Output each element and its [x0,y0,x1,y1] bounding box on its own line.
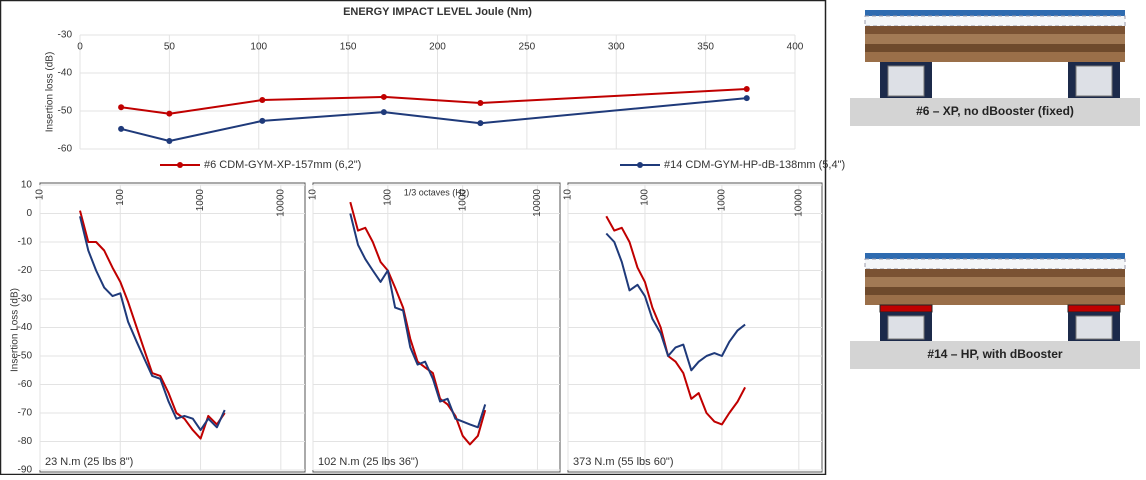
pad-core [1076,316,1112,339]
legend-label: #6 CDM-GYM-XP-157mm (6,2") [204,159,361,171]
panel-title: 23 N.m (25 lbs 8") [45,456,133,468]
y-tick-label: -20 [18,265,33,276]
y-tick-label: -40 [58,68,73,79]
series-line [606,216,745,424]
y-axis-label: Insertion Loss (dB) [10,288,21,372]
legend-marker [637,162,643,168]
series-line [121,98,747,141]
x-tick-label: 250 [519,42,536,53]
point [744,95,750,101]
panel-title: 102 N.m (25 lbs 36") [318,456,419,468]
pad-core [1076,66,1112,96]
figure: -30-40-50-60050100150200250300350400ENER… [0,0,1146,475]
pad-core [888,316,924,339]
x-tick-label: 10000 [793,189,804,217]
y-tick-label: -80 [18,436,33,447]
x-tick-label: 100 [640,189,651,206]
panel-title: 373 N.m (55 lbs 60") [573,456,674,468]
wood-layer [865,44,1125,52]
y-tick-label: -30 [58,30,73,41]
x-tick-label: 300 [608,42,625,53]
y-tick-label: -10 [18,237,33,248]
wood-layer [865,295,1125,305]
point [118,126,124,132]
y-tick-label: 0 [26,208,32,219]
y-tick-label: -60 [58,144,73,155]
top-layer [865,253,1125,259]
x-tick-label: 10 [35,189,46,201]
point [744,86,750,92]
wood-layer [865,287,1125,295]
foam-layer [865,259,1125,269]
x-tick-label: 100 [250,42,267,53]
booster [880,305,932,312]
foam-layer [865,16,1125,26]
x-tick-label: 10 [563,189,574,201]
series-line [350,202,485,444]
wood-layer [865,277,1125,287]
y-tick-label: -60 [18,379,33,390]
x-tick-label: 10000 [275,189,286,217]
pad-core [888,66,924,96]
y-tick-label: -90 [18,465,33,475]
y-tick-label: 10 [21,180,33,191]
wood-layer [865,269,1125,277]
y-tick-label: -50 [58,106,73,117]
point [118,104,124,110]
wood-layer [865,34,1125,44]
legend-marker [177,162,183,168]
wood-layer [865,26,1125,34]
point [259,97,265,103]
chart-title: ENERGY IMPACT LEVEL Joule (Nm) [343,6,532,18]
series-line [606,234,745,371]
x-tick-label: 150 [340,42,357,53]
point [381,109,387,115]
booster [1068,305,1120,312]
point [477,100,483,106]
x-tick-label: 10 [308,189,319,201]
wood-layer [865,52,1125,62]
x-tick-label: 200 [429,42,446,53]
point [166,111,172,117]
x-tick-label: 350 [697,42,714,53]
point [259,118,265,124]
x-tick-label: 0 [77,42,83,53]
point [477,120,483,126]
point [166,138,172,144]
x-tick-label: 100 [382,189,393,206]
x-axis-label: 1/3 octaves (Hz) [404,187,470,197]
y-axis-label: Insertion loss (dB) [45,52,56,133]
series-line [121,89,747,114]
legend-label: #14 CDM-GYM-HP-dB-138mm (5,4") [664,159,845,171]
x-tick-label: 1000 [717,189,728,212]
y-tick-label: -70 [18,408,33,419]
top-layer [865,10,1125,16]
x-tick-label: 400 [787,42,804,53]
figure-caption: #14 – HP, with dBooster [927,347,1062,361]
series-line [80,211,225,439]
x-tick-label: 100 [115,189,126,206]
series-line [350,214,485,428]
x-tick-label: 50 [164,42,176,53]
point [381,94,387,100]
x-tick-label: 1000 [195,189,206,212]
x-tick-label: 10000 [532,189,543,217]
figure-caption: #6 – XP, no dBooster (fixed) [916,104,1074,118]
